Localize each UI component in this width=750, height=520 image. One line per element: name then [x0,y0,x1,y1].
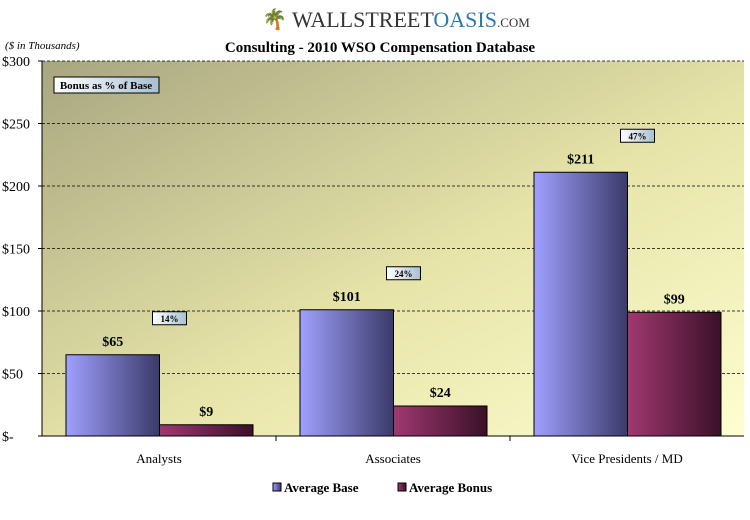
y-tick-label: $300 [2,55,30,70]
legend-swatch-bonus [397,482,407,492]
y-tick-label: $50 [2,368,23,383]
annotation-box: Bonus as % of Base [53,76,160,94]
legend-swatch-base [272,482,282,492]
x-tick-label: Vice Presidents / MD [571,451,683,466]
svg-text:WALLSTREETOASIS.COM: WALLSTREETOASIS.COM [292,7,530,32]
bar-base [299,309,394,437]
y-tick-label: $200 [2,180,30,195]
legend: Average Base Average Bonus [272,480,492,495]
data-label: $101 [333,290,361,305]
bonus-pct-label: 14% [161,314,179,324]
svg-text:Bonus as % of Base: Bonus as % of Base [60,80,152,92]
bonus-pct-box [152,311,187,326]
y-tick-label: $150 [2,243,30,258]
x-tick-label: Analysts [136,451,182,466]
bar-base [65,354,160,437]
x-tick-label: Associates [365,451,421,466]
legend-label-base: Average Base [284,480,359,495]
data-label: $65 [102,335,123,350]
data-label: $24 [430,386,451,401]
chart-title: Consulting - 2010 WSO Compensation Datab… [225,40,536,56]
y-tick-label: $- [2,430,14,445]
data-label: $99 [664,292,685,307]
y-tick-label: $100 [2,305,30,320]
data-label: $9 [199,405,213,420]
bonus-pct-label: 47% [629,131,647,141]
palm-icon: 🌴 [262,7,287,31]
data-label: $211 [567,152,594,167]
logo: 🌴 WALLSTREETOASIS.COM [262,7,530,32]
bar-base [533,171,628,437]
bar-bonus [159,424,254,437]
unit-note: ($ in Thousands) [5,40,80,52]
bonus-pct-box [620,128,655,143]
bar-bonus [393,405,488,437]
bonus-pct-label: 24% [395,269,413,279]
y-tick-label: $250 [2,118,30,133]
legend-label-bonus: Average Bonus [409,480,492,495]
bonus-pct-box [386,266,421,281]
bar-bonus [627,311,722,437]
